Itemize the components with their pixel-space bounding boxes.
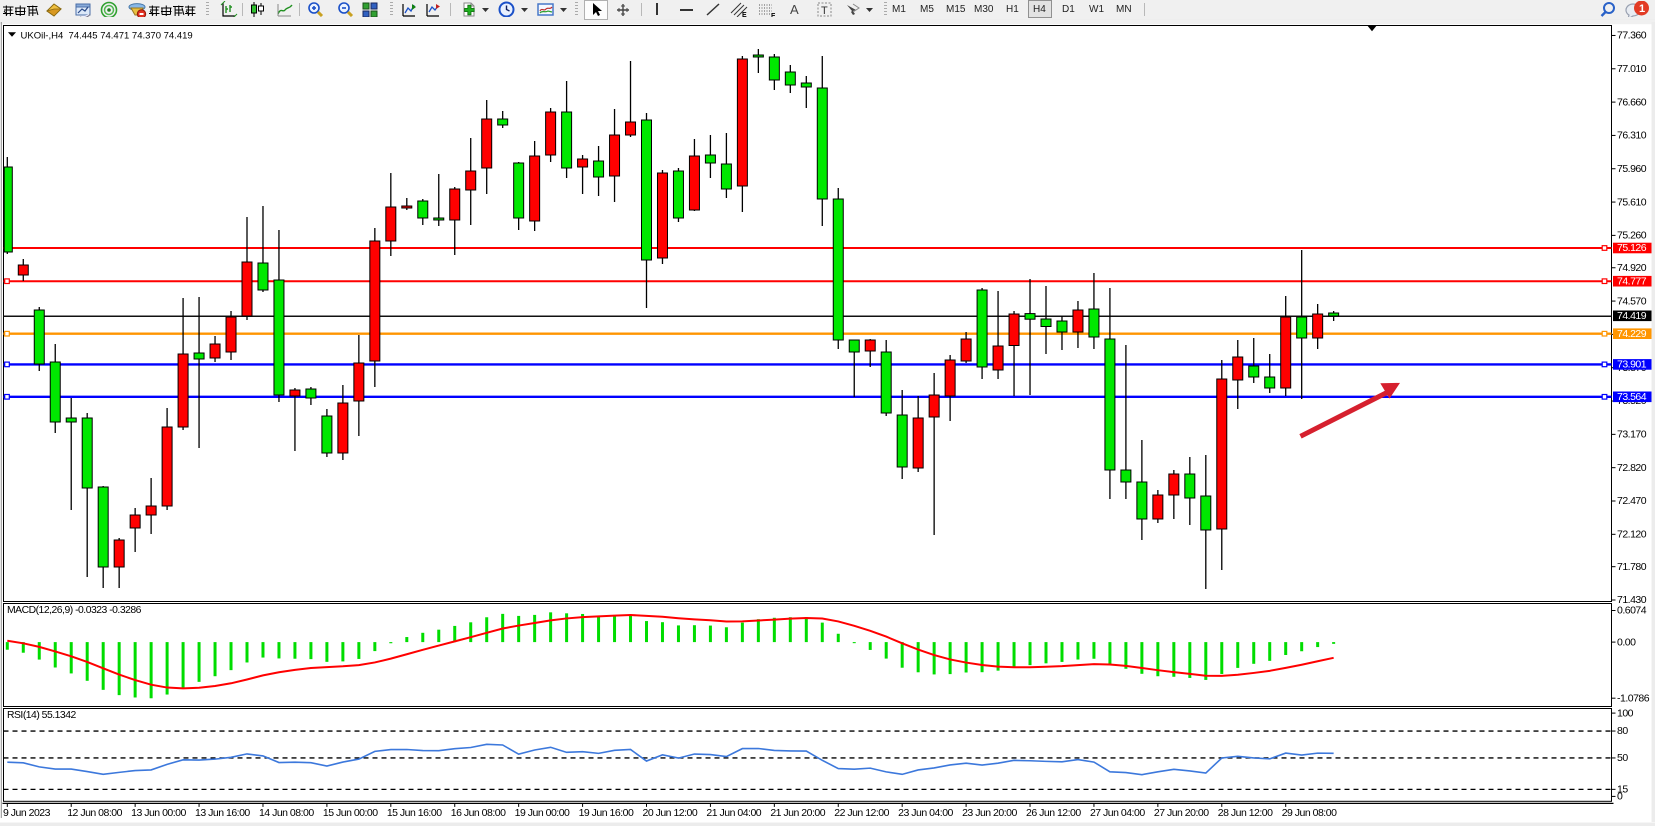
svg-text:73.170: 73.170 — [1617, 429, 1647, 441]
svg-text:F: F — [771, 13, 776, 17]
svg-text:77.360: 77.360 — [1617, 30, 1647, 42]
svg-text:14 Jun 08:00: 14 Jun 08:00 — [259, 807, 314, 819]
svg-text:72.470: 72.470 — [1617, 495, 1647, 507]
svg-text:-1.0786: -1.0786 — [1617, 692, 1650, 704]
svg-text:50: 50 — [1617, 752, 1628, 764]
svg-text:74.777: 74.777 — [1617, 275, 1647, 287]
svg-text:15 Jun 00:00: 15 Jun 00:00 — [323, 807, 378, 819]
svg-text:12 Jun 08:00: 12 Jun 08:00 — [67, 807, 122, 819]
svg-text:74.419: 74.419 — [1617, 310, 1647, 322]
svg-text:71.780: 71.780 — [1617, 561, 1647, 573]
svg-text:75.126: 75.126 — [1617, 242, 1647, 254]
svg-text:72.120: 72.120 — [1617, 529, 1647, 541]
svg-text:75.610: 75.610 — [1617, 196, 1647, 208]
svg-text:23 Jun 20:00: 23 Jun 20:00 — [962, 807, 1017, 819]
svg-text:9 Jun 2023: 9 Jun 2023 — [3, 807, 51, 819]
svg-text:19 Jun 16:00: 19 Jun 16:00 — [579, 807, 634, 819]
svg-text:23 Jun 04:00: 23 Jun 04:00 — [898, 807, 953, 819]
svg-text:74.229: 74.229 — [1617, 328, 1647, 340]
svg-text:1: 1 — [1639, 3, 1645, 15]
svg-text:MACD(12,26,9) -0.0323 -0.3286: MACD(12,26,9) -0.0323 -0.3286 — [7, 605, 142, 616]
svg-text:74.920: 74.920 — [1617, 262, 1647, 274]
svg-text:T: T — [821, 5, 828, 17]
svg-text:13 Jun 16:00: 13 Jun 16:00 — [195, 807, 250, 819]
svg-text:E: E — [742, 12, 747, 17]
svg-text:74.570: 74.570 — [1617, 295, 1647, 307]
svg-text:73.564: 73.564 — [1617, 391, 1647, 403]
svg-text:80: 80 — [1617, 725, 1628, 737]
svg-text:26 Jun 12:00: 26 Jun 12:00 — [1026, 807, 1081, 819]
svg-text:0.6074: 0.6074 — [1617, 605, 1647, 617]
svg-text:73.901: 73.901 — [1617, 359, 1647, 371]
svg-text:76.310: 76.310 — [1617, 130, 1647, 142]
svg-text:15 Jun 16:00: 15 Jun 16:00 — [387, 807, 442, 819]
svg-text:0.00: 0.00 — [1617, 636, 1636, 648]
svg-text:UKOil-,H4 74.445 74.471 74.37: UKOil-,H4 74.445 74.471 74.370 74.419 — [21, 30, 193, 41]
svg-text:16 Jun 08:00: 16 Jun 08:00 — [451, 807, 506, 819]
svg-text:28 Jun 12:00: 28 Jun 12:00 — [1218, 807, 1273, 819]
svg-text:0: 0 — [1617, 791, 1623, 803]
svg-text:77.010: 77.010 — [1617, 63, 1647, 75]
svg-text:13 Jun 00:00: 13 Jun 00:00 — [131, 807, 186, 819]
svg-text:76.660: 76.660 — [1617, 96, 1647, 108]
svg-text:29 Jun 08:00: 29 Jun 08:00 — [1282, 807, 1337, 819]
svg-text:22 Jun 12:00: 22 Jun 12:00 — [834, 807, 889, 819]
svg-text:21 Jun 04:00: 21 Jun 04:00 — [706, 807, 761, 819]
svg-text:27 Jun 20:00: 27 Jun 20:00 — [1154, 807, 1209, 819]
svg-text:19 Jun 00:00: 19 Jun 00:00 — [515, 807, 570, 819]
svg-text:20 Jun 12:00: 20 Jun 12:00 — [643, 807, 698, 819]
svg-text:100: 100 — [1617, 707, 1634, 719]
svg-text:RSI(14) 55.1342: RSI(14) 55.1342 — [7, 710, 76, 721]
svg-text:75.260: 75.260 — [1617, 230, 1647, 242]
svg-text:75.960: 75.960 — [1617, 163, 1647, 175]
svg-text:27 Jun 04:00: 27 Jun 04:00 — [1090, 807, 1145, 819]
svg-text:72.820: 72.820 — [1617, 462, 1647, 474]
svg-text:21 Jun 20:00: 21 Jun 20:00 — [770, 807, 825, 819]
